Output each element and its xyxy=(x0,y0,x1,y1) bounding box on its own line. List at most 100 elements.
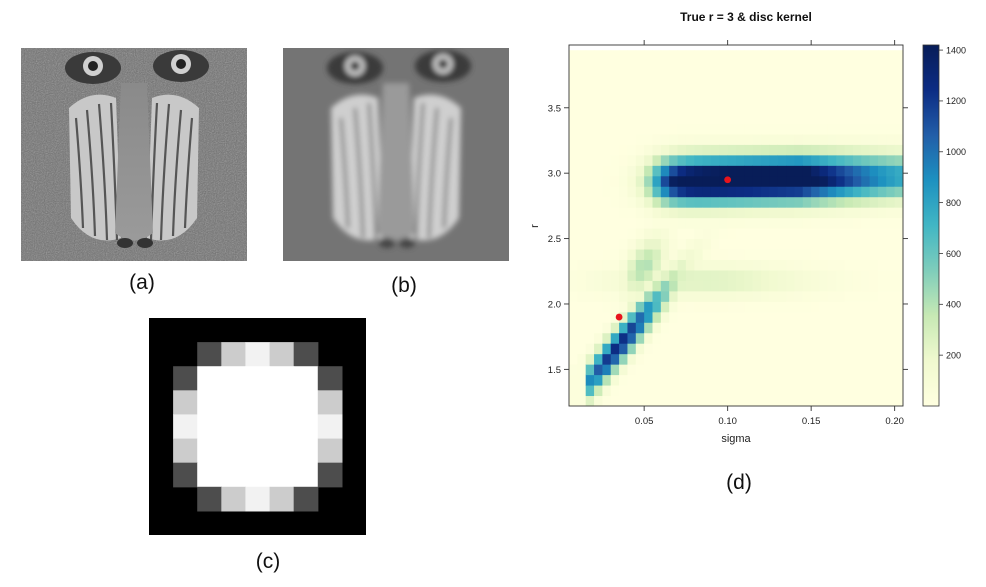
heatmap-cell xyxy=(877,238,887,250)
heatmap-cell xyxy=(719,186,729,198)
heatmap-cell xyxy=(577,311,587,323)
heatmap-cell xyxy=(852,343,862,355)
heatmap-cell xyxy=(577,113,587,124)
heatmap-cell xyxy=(669,311,679,323)
heatmap-cell xyxy=(761,175,770,187)
heatmap-cell xyxy=(594,322,603,334)
heatmap-cell xyxy=(635,228,645,240)
heatmap-cell xyxy=(627,175,637,187)
heatmap-cell xyxy=(827,280,837,292)
heatmap-cell xyxy=(577,133,587,145)
heatmap-cell xyxy=(610,353,620,365)
plot-axes: 0.05 0.10 0.15 0.20 1.5 2.0 2.5 3.0 3.5 xyxy=(548,40,908,427)
heatmap-cell xyxy=(569,353,578,365)
heatmap-cell xyxy=(827,207,837,219)
heatmap-cell xyxy=(844,280,854,292)
caption-a: (a) xyxy=(129,271,155,294)
heatmap-cell xyxy=(660,175,670,187)
heatmap-cell xyxy=(752,280,762,292)
heatmap-cell xyxy=(702,385,712,397)
heatmap-cell xyxy=(761,113,770,124)
heatmap-cell xyxy=(669,113,679,124)
heatmap-cell xyxy=(685,332,695,344)
heatmap-cell xyxy=(836,50,846,62)
heatmap-cell xyxy=(569,301,578,313)
heatmap-cell xyxy=(819,196,829,208)
heatmap-cell xyxy=(819,311,829,323)
heatmap-cell xyxy=(827,81,837,93)
heatmap-cell xyxy=(794,353,804,365)
heatmap-cell xyxy=(652,385,662,397)
heatmap-cell xyxy=(769,217,779,229)
kernel-cell xyxy=(197,390,222,416)
heatmap-cell xyxy=(644,353,653,365)
heatmap-cell xyxy=(802,364,812,376)
heatmap-cell xyxy=(635,311,645,323)
heatmap-cell xyxy=(777,311,787,323)
heatmap-cell xyxy=(752,154,762,166)
heatmap-cell xyxy=(877,71,887,83)
kernel-cell xyxy=(245,462,271,488)
heatmap-cell xyxy=(660,395,670,407)
heatmap-cell xyxy=(744,60,754,72)
heatmap-cell xyxy=(644,217,653,229)
heatmap-cell xyxy=(610,154,620,166)
heatmap-cell xyxy=(677,290,687,302)
heatmap-cell xyxy=(736,102,745,114)
heatmap-cell xyxy=(702,113,712,124)
heatmap-cell xyxy=(710,249,720,260)
heatmap-cell xyxy=(744,249,754,260)
heatmap-cell xyxy=(594,154,603,166)
heatmap-cell xyxy=(694,133,704,145)
heatmap-cell xyxy=(577,81,587,93)
heatmap-cell xyxy=(602,186,612,198)
heatmap-cell xyxy=(685,113,695,124)
heatmap-cell xyxy=(786,196,795,208)
heatmap-cell xyxy=(702,332,712,344)
heatmap-cell xyxy=(727,395,737,407)
heatmap-cell xyxy=(585,175,595,187)
heatmap-cell xyxy=(761,238,770,250)
heatmap-cell xyxy=(577,217,587,229)
heatmap-cell xyxy=(677,395,687,407)
heatmap-cell xyxy=(619,385,628,397)
heatmap-cell xyxy=(836,71,846,83)
heatmap-cell xyxy=(577,50,587,62)
heatmap-cell xyxy=(610,50,620,62)
heatmap-cell xyxy=(894,144,904,156)
heatmap-cell xyxy=(802,133,812,145)
heatmap-cell xyxy=(669,228,679,240)
heatmap-cell xyxy=(644,92,653,104)
heatmap-cell xyxy=(660,154,670,166)
heatmap-cell xyxy=(635,60,645,72)
heatmap-cell xyxy=(610,175,620,187)
heatmap-cell xyxy=(869,92,879,104)
heatmap-cell xyxy=(652,353,662,365)
heatmap-cell xyxy=(794,207,804,219)
heatmap-cell xyxy=(861,133,871,145)
heatmap-cell xyxy=(886,353,896,365)
heatmap-cell xyxy=(727,249,737,260)
heatmap-cell xyxy=(569,311,578,323)
heatmap-cell xyxy=(869,207,879,219)
kernel-cell xyxy=(269,438,295,464)
heatmap-cell xyxy=(602,113,612,124)
heatmap-cell xyxy=(752,50,762,62)
heatmap-cell xyxy=(777,269,787,281)
heatmap-cell xyxy=(819,364,829,376)
heatmap-chart: True r = 3 & disc kernel 0.05 0.10 0.15 0.2… xyxy=(529,10,966,445)
heatmap-cell xyxy=(702,186,712,198)
heatmap-cell xyxy=(794,186,804,198)
x-tick-label: 0.15 xyxy=(802,416,821,427)
heatmap-cell xyxy=(685,311,695,323)
heatmap-cell xyxy=(619,353,628,365)
heatmap-cell xyxy=(602,175,612,187)
heatmap-cell xyxy=(786,364,795,376)
heatmap-cell xyxy=(877,81,887,93)
heatmap-cell xyxy=(727,81,737,93)
heatmap-cell xyxy=(594,395,603,407)
heatmap-cell xyxy=(894,186,904,198)
heatmap-cell xyxy=(610,374,620,386)
heatmap-cell xyxy=(585,311,595,323)
heatmap-cell xyxy=(786,353,795,365)
